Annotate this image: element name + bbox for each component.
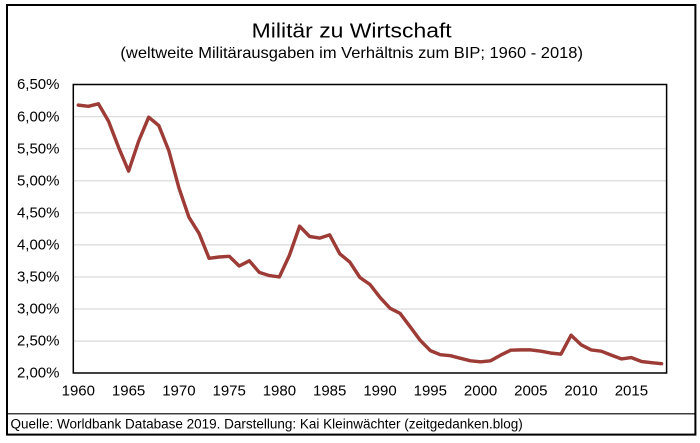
- svg-text:2,50%: 2,50%: [17, 333, 60, 350]
- svg-text:1985: 1985: [313, 382, 346, 399]
- svg-text:1990: 1990: [363, 382, 396, 399]
- svg-text:4,00%: 4,00%: [17, 237, 60, 254]
- svg-text:3,00%: 3,00%: [17, 301, 60, 318]
- svg-text:1995: 1995: [414, 382, 447, 399]
- svg-text:1965: 1965: [112, 382, 145, 399]
- svg-text:2005: 2005: [514, 382, 547, 399]
- svg-text:4,50%: 4,50%: [17, 204, 60, 221]
- svg-text:Quelle: Worldbank Database 201: Quelle: Worldbank Database 2019. Darstel…: [11, 416, 523, 431]
- svg-text:6,50%: 6,50%: [17, 76, 60, 93]
- svg-text:Militär zu Wirtschaft: Militär zu Wirtschaft: [252, 19, 452, 42]
- svg-text:6,00%: 6,00%: [17, 108, 60, 125]
- svg-text:1975: 1975: [213, 382, 246, 399]
- svg-text:(weltweite Militärausgaben im: (weltweite Militärausgaben im Verhältnis…: [120, 45, 583, 62]
- svg-text:1970: 1970: [162, 382, 195, 399]
- svg-text:2015: 2015: [615, 382, 648, 399]
- svg-text:5,00%: 5,00%: [17, 172, 60, 189]
- svg-text:2000: 2000: [464, 382, 497, 399]
- svg-text:1980: 1980: [263, 382, 296, 399]
- svg-text:2010: 2010: [564, 382, 597, 399]
- svg-text:2,00%: 2,00%: [17, 365, 60, 382]
- svg-text:3,50%: 3,50%: [17, 269, 60, 286]
- svg-text:1960: 1960: [62, 382, 95, 399]
- svg-text:5,50%: 5,50%: [17, 140, 60, 157]
